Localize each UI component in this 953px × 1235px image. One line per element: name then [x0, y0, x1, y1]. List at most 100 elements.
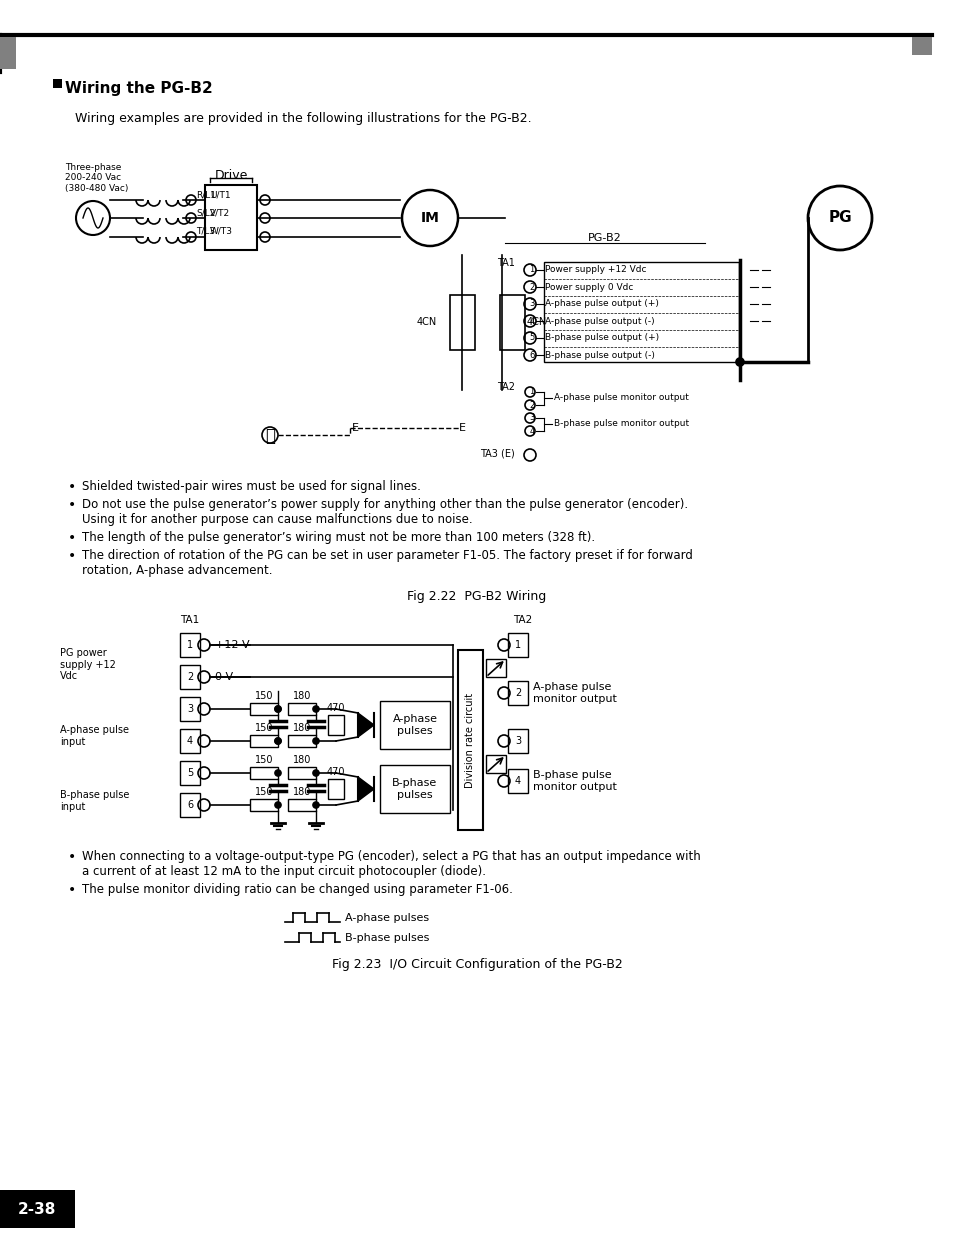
Text: 150: 150	[254, 755, 273, 764]
Bar	[288, 799, 315, 811]
Text: Shielded twisted-pair wires must be used for signal lines.: Shielded twisted-pair wires must be used…	[82, 480, 420, 493]
Text: 1: 1	[187, 640, 193, 650]
Text: B-phase pulse
input: B-phase pulse input	[60, 790, 130, 811]
Text: Fig 2.23  I/O Circuit Configuration of the PG-B2: Fig 2.23 I/O Circuit Configuration of th…	[332, 958, 621, 971]
Text: Three-phase
200-240 Vac
(380-480 Vac): Three-phase 200-240 Vac (380-480 Vac)	[65, 163, 129, 193]
Bar	[485, 755, 505, 773]
Bar	[180, 664, 200, 689]
Bar	[0, 1191, 75, 1228]
Text: PG-B2: PG-B2	[587, 233, 621, 243]
Text: A-phase pulses: A-phase pulses	[345, 913, 429, 923]
Text: Division rate circuit: Division rate circuit	[464, 693, 475, 788]
Text: 4: 4	[529, 316, 534, 326]
Text: A-phase pulse monitor output: A-phase pulse monitor output	[554, 394, 688, 403]
Text: 5: 5	[529, 333, 534, 342]
Bar	[507, 680, 527, 705]
Text: B-phase pulse output (-): B-phase pulse output (-)	[544, 351, 654, 359]
Text: IM: IM	[420, 211, 439, 225]
Text: B-phase
pulses: B-phase pulses	[392, 778, 437, 800]
Text: B-phase pulse output (+): B-phase pulse output (+)	[544, 333, 659, 342]
Text: PG power
supply +12
Vdc: PG power supply +12 Vdc	[60, 648, 115, 682]
Bar	[328, 715, 344, 735]
Text: Wiring examples are provided in the following illustrations for the PG-B2.: Wiring examples are provided in the foll…	[75, 112, 531, 125]
Bar	[543, 262, 739, 362]
Bar	[180, 634, 200, 657]
Bar	[507, 769, 527, 793]
Text: Fig 2.22  PG-B2 Wiring: Fig 2.22 PG-B2 Wiring	[407, 590, 546, 603]
Text: 2-38: 2-38	[18, 1202, 56, 1216]
Text: 150: 150	[254, 722, 273, 734]
Text: 2: 2	[187, 672, 193, 682]
Text: U/T1: U/T1	[210, 190, 231, 199]
Text: •: •	[68, 850, 76, 864]
Bar	[0, 37, 16, 69]
Text: The length of the pulse generator’s wiring must not be more than 100 meters (328: The length of the pulse generator’s wiri…	[82, 531, 595, 543]
Text: A-phase pulse
monitor output: A-phase pulse monitor output	[533, 682, 617, 704]
Text: •: •	[68, 531, 76, 545]
Polygon shape	[357, 777, 374, 802]
Text: 6: 6	[529, 351, 534, 359]
Circle shape	[274, 706, 281, 713]
Circle shape	[313, 802, 318, 808]
Bar	[450, 295, 475, 350]
Text: 1: 1	[529, 266, 534, 274]
Text: •: •	[68, 883, 76, 897]
Circle shape	[274, 802, 281, 808]
Bar	[250, 735, 277, 747]
Text: 0 V: 0 V	[214, 672, 233, 682]
Text: 470: 470	[327, 703, 345, 713]
Text: The direction of rotation of the PG can be set in user parameter F1-05. The fact: The direction of rotation of the PG can …	[82, 550, 692, 562]
Text: B-phase pulses: B-phase pulses	[345, 932, 429, 944]
Text: S/L2: S/L2	[195, 207, 215, 217]
Bar	[180, 729, 200, 753]
Bar	[288, 767, 315, 779]
Circle shape	[313, 739, 318, 743]
Bar	[250, 703, 277, 715]
Bar	[379, 764, 450, 813]
Text: 4CN: 4CN	[416, 317, 436, 327]
Text: Do not use the pulse generator’s power supply for anything other than the pulse : Do not use the pulse generator’s power s…	[82, 498, 687, 511]
Text: 150: 150	[254, 692, 273, 701]
Text: TA2: TA2	[513, 615, 532, 625]
Text: PG: PG	[827, 210, 851, 226]
Text: rotation, A-phase advancement.: rotation, A-phase advancement.	[82, 564, 273, 577]
Text: TA2: TA2	[497, 382, 515, 391]
Text: 4: 4	[515, 776, 520, 785]
Bar	[180, 697, 200, 721]
Text: E: E	[351, 424, 358, 433]
Text: •: •	[68, 550, 76, 563]
Text: E: E	[458, 424, 465, 433]
Text: Wiring the PG-B2: Wiring the PG-B2	[65, 80, 213, 95]
Bar	[288, 735, 315, 747]
Text: 4CN: 4CN	[526, 317, 547, 327]
Text: 2: 2	[529, 283, 534, 291]
Bar	[250, 767, 277, 779]
Text: V/T2: V/T2	[210, 207, 230, 217]
Text: Power supply 0 Vdc: Power supply 0 Vdc	[544, 283, 633, 291]
Text: 5: 5	[187, 768, 193, 778]
Bar	[379, 701, 450, 748]
Bar	[288, 703, 315, 715]
Circle shape	[274, 706, 281, 713]
Bar	[180, 761, 200, 785]
Polygon shape	[357, 713, 374, 737]
Circle shape	[274, 739, 281, 743]
Text: 1: 1	[529, 388, 534, 396]
Text: ⏚: ⏚	[265, 427, 274, 445]
Text: W/T3: W/T3	[210, 227, 233, 236]
Text: 3: 3	[187, 704, 193, 714]
Circle shape	[313, 769, 318, 776]
Bar	[911, 37, 931, 56]
Bar	[457, 650, 482, 830]
Bar	[180, 793, 200, 818]
Text: 180: 180	[293, 692, 311, 701]
Bar	[507, 729, 527, 753]
Circle shape	[274, 769, 281, 776]
Bar	[507, 634, 527, 657]
Text: 4: 4	[187, 736, 193, 746]
Bar	[328, 779, 344, 799]
Text: 180: 180	[293, 787, 311, 797]
Bar	[499, 295, 524, 350]
Text: •: •	[68, 498, 76, 513]
Circle shape	[313, 706, 318, 713]
